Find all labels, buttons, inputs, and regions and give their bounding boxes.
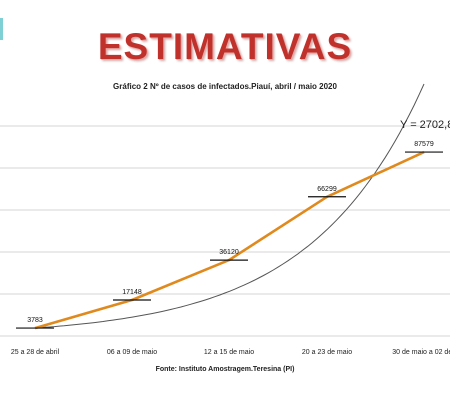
data-markers <box>16 151 443 329</box>
data-label: 36120 <box>219 249 239 256</box>
trendline-curve <box>34 83 425 329</box>
x-tick-label: 25 a 28 de abril <box>11 349 60 356</box>
data-label: 3783 <box>27 317 43 324</box>
trendline: Y = 2702,8 <box>34 83 450 329</box>
x-tick-label: 06 a 09 de maio <box>107 349 157 356</box>
chart-title: Gráfico 2 Nº de casos de infectados.Piau… <box>113 82 337 91</box>
chart-source: Fonte: Instituto Amostragem.Teresina (PI… <box>155 366 295 373</box>
series-line <box>34 150 425 330</box>
data-label: 66299 <box>317 186 337 193</box>
series-polyline <box>34 150 425 330</box>
data-label: 87579 <box>414 141 434 148</box>
trendline-equation: Y = 2702,8 <box>400 119 450 131</box>
data-label: 17148 <box>122 289 142 296</box>
x-tick-label: 20 a 23 de maio <box>302 349 352 356</box>
slide-title: ESTIMATIVAS <box>97 26 353 67</box>
x-axis-ticks: 25 a 28 de abril 06 a 09 de maio 12 a 15 d… <box>11 349 450 356</box>
x-tick-label: 12 a 15 de maio <box>204 349 254 356</box>
corner-decoration <box>0 18 3 40</box>
x-tick-label: 30 de maio a 02 de j <box>392 349 450 356</box>
data-labels: 3783 17148 36120 66299 87579 <box>27 141 434 324</box>
gridlines <box>0 125 450 337</box>
